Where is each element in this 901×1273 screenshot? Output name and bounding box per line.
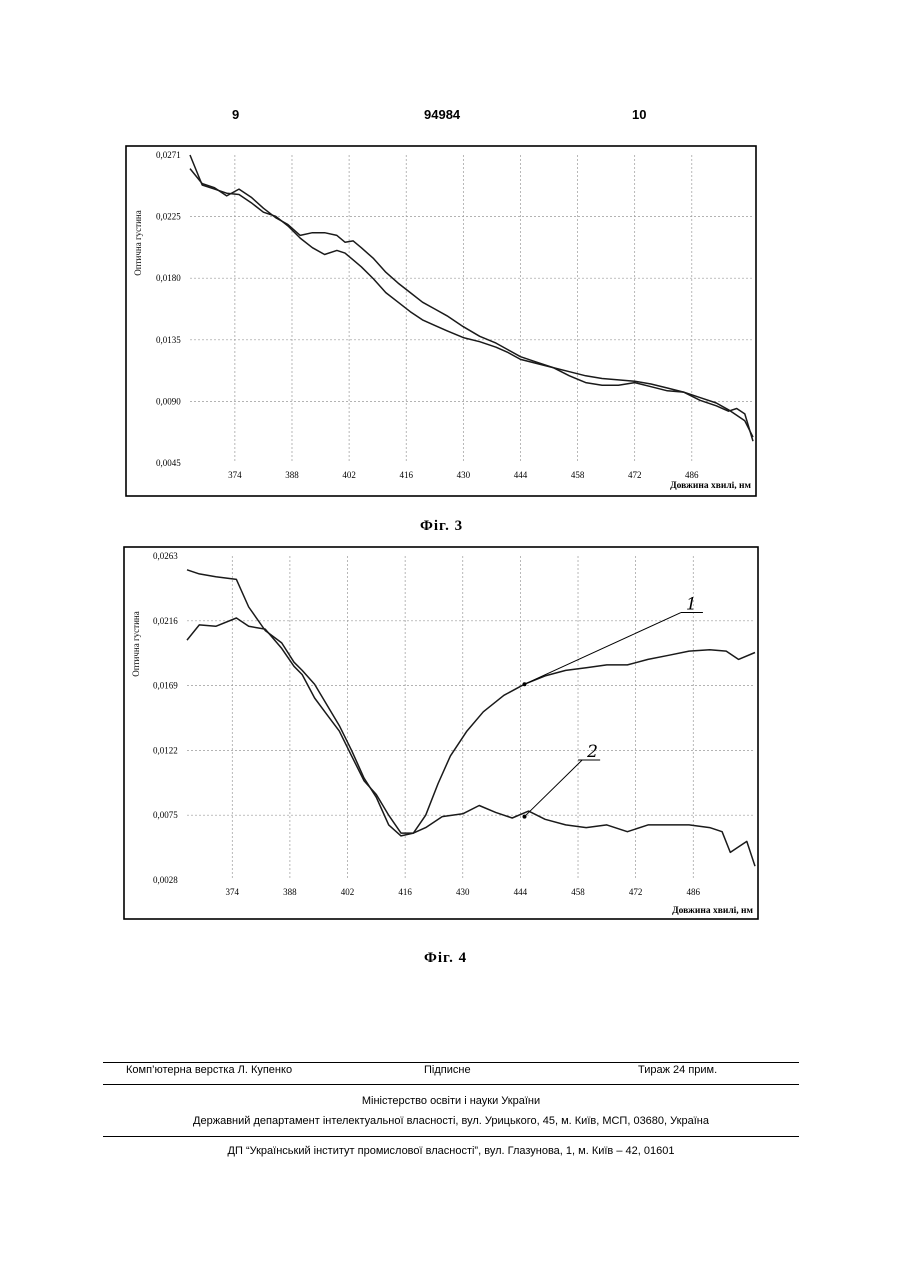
footer-ministry: Міністерство освіти і науки України [103,1095,799,1107]
y-tick-label: 0,0045 [156,458,181,468]
page-number-left: 9 [232,107,239,122]
footer-print-run: Тираж 24 прим. [638,1064,717,1076]
x-tick-label: 486 [685,470,699,480]
footer-department: Державний департамент інтелектуальної вл… [103,1115,799,1127]
y-tick-label: 0,0225 [156,212,181,222]
page-number-right: 10 [632,107,646,122]
figure-3-caption: Фіг. 3 [420,518,463,535]
footer-divider-middle [103,1084,799,1085]
y-tick-label: 0,0180 [156,273,181,283]
x-tick-label: 374 [226,887,240,897]
x-tick-label: 444 [514,470,528,480]
x-tick-label: 416 [398,887,412,897]
x-axis-label: Довжина хвилі, нм [672,905,753,916]
y-tick-label: 0,0135 [156,335,181,345]
figure-3-chart: 0,0271 0,0225 0,0180 0,0135 0,0090 0,0045 374 3… [125,145,757,497]
y-tick-label: 0,0028 [153,875,178,885]
y-tick-label: 0,0169 [153,681,178,691]
x-tick-label: 444 [514,887,528,897]
y-tick-label: 0,0075 [153,810,178,820]
y-tick-label: 0,0122 [153,745,178,755]
annotation-point-1 [523,682,527,686]
y-axis-label: Оптична густина [133,210,143,275]
x-tick-label: 430 [457,470,471,480]
series-line-2 [190,169,753,442]
x-tick-label: 472 [629,887,643,897]
annotation-label-2: 2 [586,742,598,762]
y-tick-label: 0,0090 [156,396,181,406]
chart-frame [124,547,758,919]
annotation-leader-1 [525,613,681,685]
footer-institute: ДП “Український інститут промислової вла… [103,1145,799,1157]
series-line-1 [187,570,755,836]
figure-3-svg: 0,0271 0,0225 0,0180 0,0135 0,0090 0,0045 374 3… [125,145,757,497]
footer-layout-credit: Комп’ютерна верстка Л. Купенко [126,1064,292,1076]
y-tick-label: 0,0271 [156,150,181,160]
x-axis-label: Довжина хвилі, нм [670,480,751,491]
series-line-1 [190,155,753,437]
x-tick-label: 472 [628,470,642,480]
x-tick-label: 402 [342,470,356,480]
footer-divider-bottom [103,1136,799,1137]
annotation-point-2 [523,815,527,819]
x-tick-label: 430 [456,887,470,897]
footer-signed: Підписне [424,1064,471,1076]
x-tick-label: 388 [285,470,299,480]
footer-divider-top [103,1062,799,1063]
annotation-label-1: 1 [686,595,697,615]
figure-4-chart: 0,0263 0,0216 0,0169 0,0122 0,0075 0,0028 374 3… [123,546,759,920]
y-axis-label: Оптична густина [131,611,141,676]
x-tick-label: 458 [571,470,585,480]
x-tick-label: 388 [283,887,297,897]
patent-number: 94984 [424,107,460,122]
chart-frame [126,146,756,496]
x-tick-label: 486 [687,887,701,897]
y-tick-label: 0,0216 [153,616,178,626]
x-tick-label: 458 [571,887,585,897]
x-tick-label: 374 [228,470,242,480]
y-tick-label: 0,0263 [153,551,178,561]
x-tick-label: 402 [341,887,355,897]
figure-4-svg: 0,0263 0,0216 0,0169 0,0122 0,0075 0,0028 374 3… [123,546,759,920]
annotation-leader-2 [525,760,583,817]
x-tick-label: 416 [399,470,413,480]
figure-4-caption: Фіг. 4 [424,950,467,967]
